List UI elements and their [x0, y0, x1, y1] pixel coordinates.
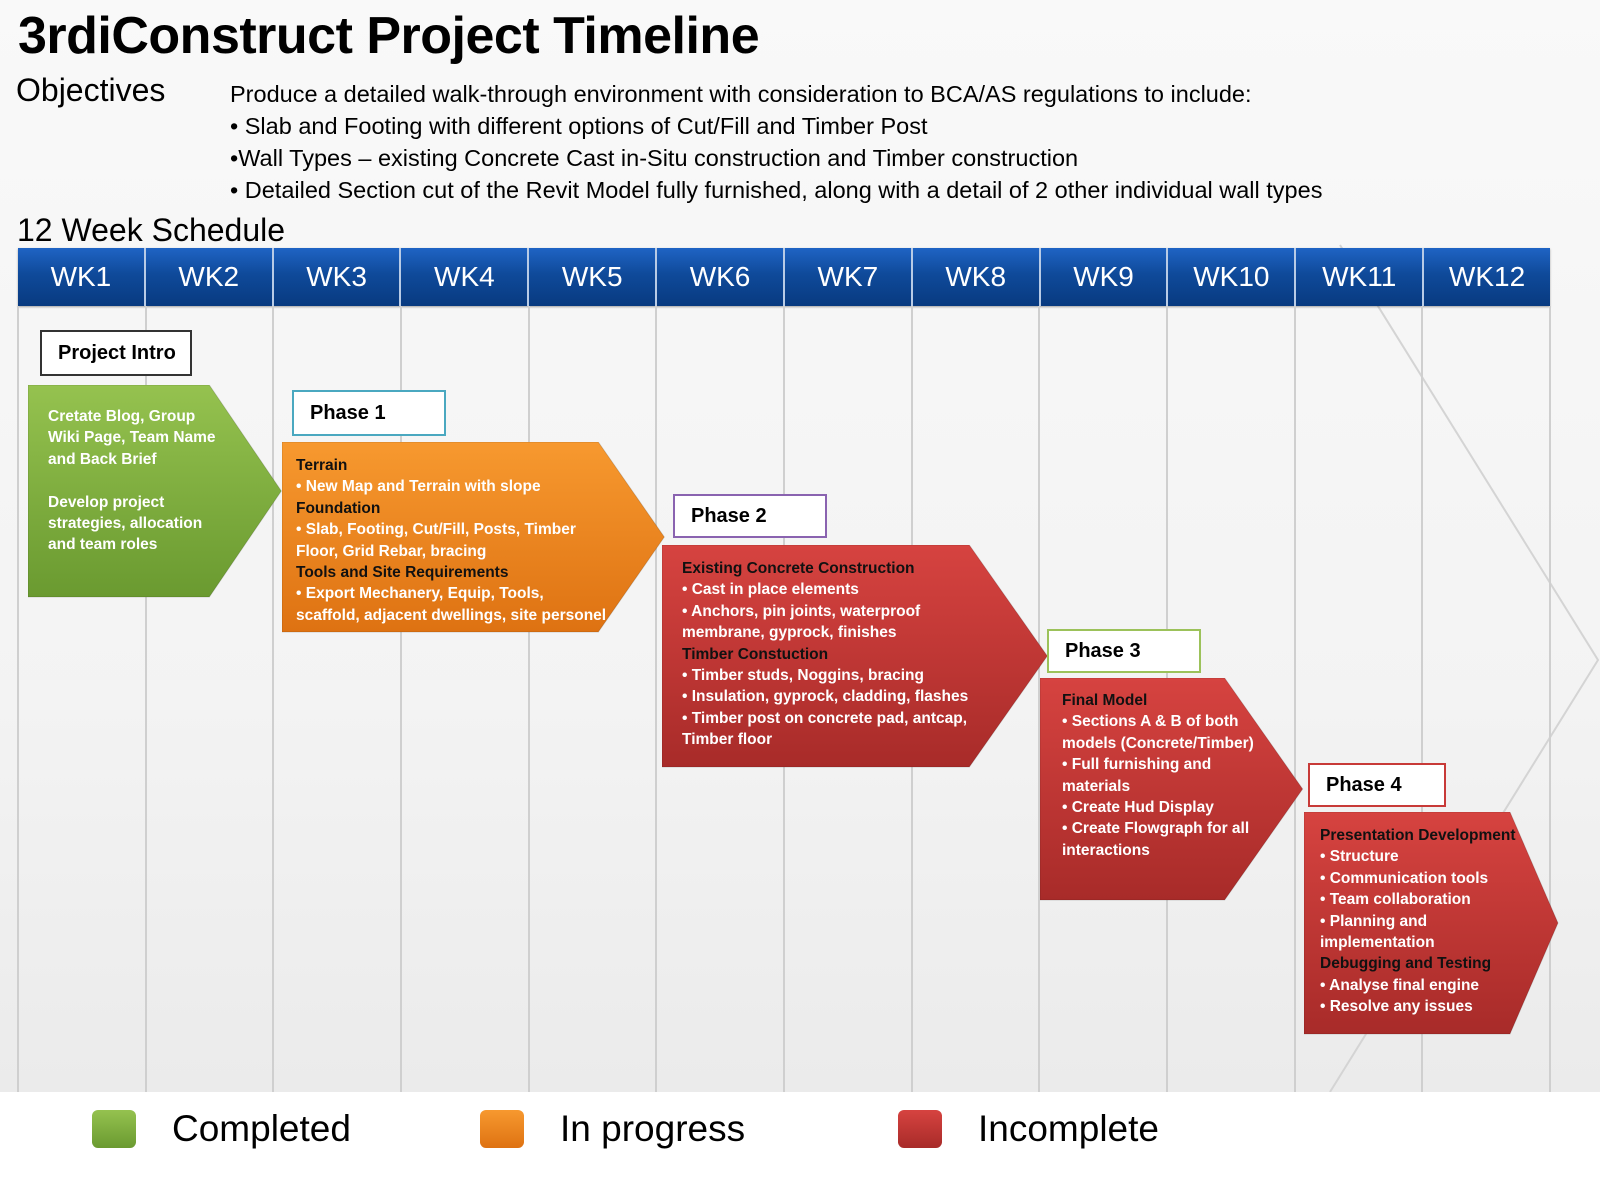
- legend-label-completed: Completed: [172, 1108, 351, 1149]
- phase-task-item: • Anchors, pin joints, waterproof: [682, 602, 921, 620]
- phase-arrow: [1040, 678, 1304, 901]
- week-header-wk7: WK7: [785, 248, 913, 306]
- phase-task-item: and Back Brief: [48, 450, 157, 468]
- objectives-label: Objectives: [16, 72, 166, 108]
- week-grid-line: [144, 306, 147, 1092]
- phase-task-item: • Create Flowgraph for all: [1062, 820, 1250, 838]
- week-header-wk3: WK3: [274, 248, 402, 306]
- week-header-wk9: WK9: [1041, 248, 1169, 306]
- phase-task-item: • Team collaboration: [1320, 891, 1471, 909]
- phase-task-item: • New Map and Terrain with slope: [296, 478, 541, 496]
- phase-task-item: scaffold, adjacent dwellings, site perso…: [296, 606, 607, 624]
- phase-task-item: • Analyse final engine: [1320, 976, 1480, 994]
- phase-task-item: • Insulation, gyprock, cladding, flashes: [682, 688, 969, 706]
- week-header-wk10: WK10: [1168, 248, 1297, 306]
- phase-task-list: Existing Concrete Construction • Cast in …: [682, 558, 968, 751]
- legend: Completed In progress Incomplete: [0, 1092, 1600, 1178]
- phase-task-item: • Resolve any issues: [1320, 998, 1473, 1016]
- week-header-wk5: WK5: [529, 248, 658, 306]
- phase-label-box: Phase 3: [1047, 629, 1201, 673]
- week-header-wk6: WK6: [657, 248, 785, 306]
- phase-task-item: • Structure: [1320, 848, 1399, 866]
- objectives-text: Produce a detailed walk-through environm…: [230, 78, 1322, 206]
- objectives-line: Produce a detailed walk-through environm…: [230, 81, 1252, 107]
- phase-task-item: Cretate Blog, Group: [48, 408, 196, 425]
- phase-arrow: [662, 545, 1048, 768]
- phase-task-item: • Sections A & B of both: [1062, 713, 1239, 731]
- legend-label-incomplete: Incomplete: [978, 1108, 1159, 1149]
- phase-section-heading: Existing Concrete Construction: [682, 560, 915, 577]
- phase-section-heading: Foundation: [296, 499, 381, 517]
- phase-task-item: interactions: [1062, 841, 1150, 859]
- week-grid-line: [1038, 306, 1041, 1092]
- phase-section-heading: Final Model: [1062, 692, 1148, 709]
- phase-task-item: • Communication tools: [1320, 869, 1489, 887]
- phase-task-item: • Cast in place elements: [682, 581, 859, 599]
- phase-task-list: Presentation Development • Structure • Com…: [1320, 825, 1516, 1018]
- phase-label-box: Phase 4: [1308, 763, 1446, 807]
- week-header-wk1: WK1: [18, 248, 146, 306]
- week-grid-line: [527, 306, 530, 1092]
- phase-task-list: Cretate Blog, Group Wiki Page, Team Name a…: [48, 406, 216, 556]
- phase-section-heading: Terrain: [296, 457, 348, 474]
- phase-task-item: membrane, gyprock, finishes: [682, 624, 897, 642]
- phase-arrow: [28, 385, 282, 598]
- week-grid-line: [655, 306, 658, 1092]
- week-header-wk4: WK4: [401, 248, 530, 306]
- phase-task-item: [48, 470, 216, 491]
- phase-task-list: Terrain • New Map and Terrain with slope F…: [296, 455, 606, 626]
- phase-section-heading: Presentation Development: [1320, 827, 1516, 844]
- phase-task-item: Wiki Page, Team Name: [48, 429, 216, 447]
- phase-task-item: strategies, allocation: [48, 515, 203, 533]
- week-header-bar: WK1 WK2 WK3 WK4 WK5 WK6 WK7 WK8 WK9 WK10 WK11 WK12: [18, 248, 1550, 306]
- phase-task-item: • Full furnishing and: [1062, 756, 1212, 774]
- week-grid-line: [400, 306, 402, 1092]
- legend-label-in-progress: In progress: [560, 1108, 746, 1149]
- phase-arrow: [1304, 812, 1559, 1035]
- week-header-wk2: WK2: [146, 248, 274, 306]
- schedule-label: 12 Week Schedule: [17, 212, 286, 248]
- phase-label-box: Phase 1: [292, 390, 446, 436]
- phase-section-heading: Timber Constuction: [682, 645, 829, 663]
- phase-section-heading: Tools and Site Requirements: [296, 564, 509, 582]
- phase-task-item: Develop project: [48, 493, 165, 511]
- objectives-line: •Wall Types – existing Concrete Cast in-…: [230, 145, 1079, 171]
- phase-task-item: • Slab, Footing, Cut/Fill, Posts, Timber: [296, 521, 576, 539]
- phase-task-item: Timber floor: [682, 731, 773, 749]
- phase-task-item: and team roles: [48, 536, 158, 554]
- phase-label-box: Phase 2: [673, 494, 827, 538]
- phase-task-item: materials: [1062, 777, 1131, 795]
- legend-swatch-completed: [92, 1110, 136, 1148]
- legend-swatch-in-progress: [480, 1110, 524, 1148]
- phase-task-item: • Timber post on concrete pad, antcap,: [682, 709, 968, 727]
- phase-arrow: [282, 442, 665, 633]
- phase-task-list: Final Model • Sections A & B of both model…: [1062, 690, 1254, 861]
- objectives-line: • Slab and Footing with different option…: [230, 113, 928, 139]
- week-grid-line: [1549, 306, 1551, 1092]
- phase-task-item: • Create Hud Display: [1062, 799, 1214, 817]
- phase-label-box: Project Intro: [40, 330, 192, 376]
- phase-section-heading: Debugging and Testing: [1320, 955, 1492, 973]
- week-header-wk8: WK8: [913, 248, 1041, 306]
- week-grid-line: [272, 306, 275, 1092]
- week-grid-line: [1293, 306, 1296, 1092]
- phase-task-item: • Export Mechanery, Equip, Tools,: [296, 585, 544, 603]
- page-title: 3rdiConstruct Project Timeline: [18, 7, 760, 65]
- week-header-wk11: WK11: [1296, 248, 1425, 306]
- phase-task-item: • Timber studs, Noggins, bracing: [682, 667, 924, 685]
- week-header-wk12: WK12: [1448, 261, 1526, 292]
- phase-task-item: • Planning and: [1320, 912, 1428, 930]
- phase-task-item: models (Concrete/Timber): [1062, 734, 1254, 752]
- phase-task-item: implementation: [1320, 934, 1435, 952]
- week-grid-line: [1421, 306, 1424, 1092]
- objectives-line: • Detailed Section cut of the Revit Mode…: [230, 177, 1323, 203]
- week-grid-line: [17, 306, 19, 1092]
- legend-swatch-incomplete: [898, 1110, 942, 1148]
- phase-task-item: Floor, Grid Rebar, bracing: [296, 542, 487, 560]
